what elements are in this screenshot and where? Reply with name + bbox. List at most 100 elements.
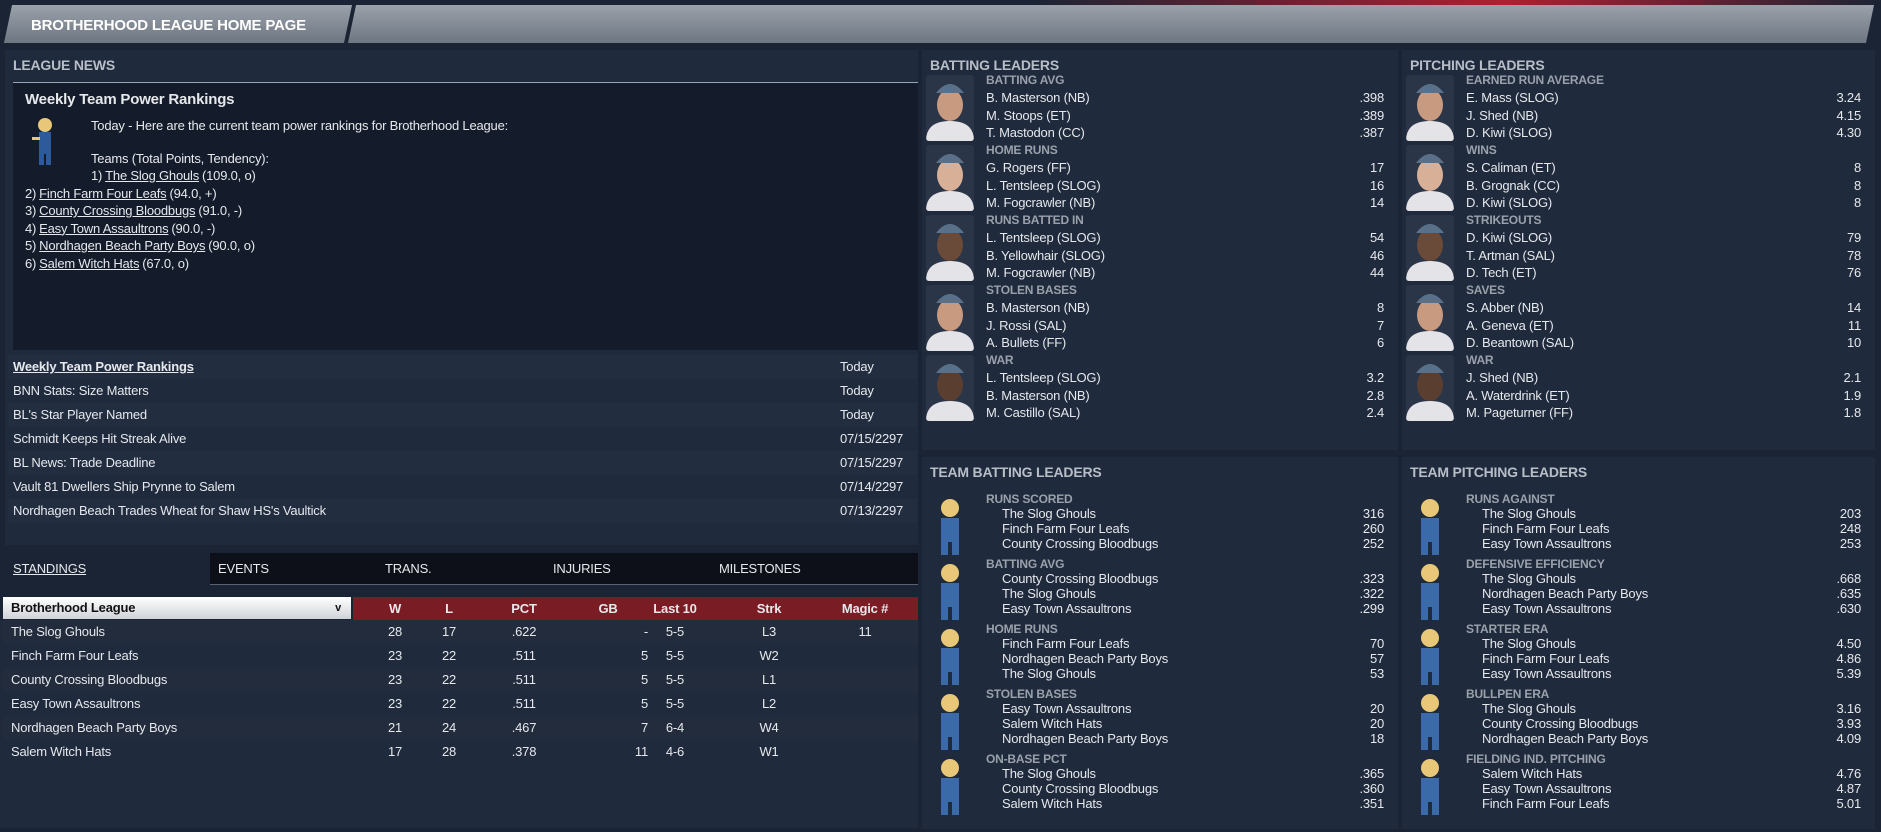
standings-row[interactable]: The Slog Ghouls 28 17 .622 - 5-5 L3 11 [3,620,918,644]
player-link[interactable]: S. Abber (NB) [1466,300,1544,315]
ranking-team-link[interactable]: The Slog Ghouls [105,168,200,183]
team-batting-heading: TEAM BATTING LEADERS [930,464,1102,480]
standings-row[interactable]: Nordhagen Beach Party Boys 21 24 .467 7 6-4 W4 [3,716,918,740]
team-link[interactable]: County Crossing Bloodbugs [1482,716,1639,732]
player-link[interactable]: M. Castillo (SAL) [986,405,1081,420]
player-link[interactable]: M. Fogcrawler (NB) [986,195,1096,210]
team-link[interactable]: The Slog Ghouls [1482,571,1576,586]
player-link[interactable]: E. Mass (SLOG) [1466,90,1559,105]
team-link[interactable]: Nordhagen Beach Party Boys [1482,731,1649,747]
team-link[interactable]: The Slog Ghouls [1482,506,1576,521]
column-header[interactable]: Last 10 [653,601,697,616]
player-link[interactable]: B. Masterson (NB) [986,387,1090,403]
player-link[interactable]: G. Rogers (FF) [986,160,1071,175]
news-item[interactable]: Nordhagen Beach Trades Wheat for Shaw HS… [8,499,918,523]
column-header[interactable]: PCT [511,601,537,616]
team-link[interactable]: The Slog Ghouls [1002,766,1096,781]
ranking-team-link[interactable]: Finch Farm Four Leafs [39,185,167,201]
team-link[interactable]: Easy Town Assaultrons [1482,536,1612,552]
news-item[interactable]: Vault 81 Dwellers Ship Prynne to Salem 07… [8,475,918,499]
team-link[interactable]: Nordhagen Beach Party Boys [1482,586,1649,602]
team-link[interactable]: Easy Town Assaultrons [1482,781,1612,797]
tab-injuries[interactable]: INJURIES [545,553,711,585]
tab-trans[interactable]: TRANS. [377,553,545,585]
team-link[interactable]: Salem Witch Hats [1002,796,1103,812]
team-logo-icon [1406,624,1454,685]
player-link[interactable]: L. Tentsleep (SLOG) [986,177,1101,193]
player-link[interactable]: D. Kiwi (SLOG) [1466,195,1553,210]
team-link[interactable]: Finch Farm Four Leafs [1482,651,1610,667]
player-link[interactable]: L. Tentsleep (SLOG) [986,370,1101,385]
team-link[interactable]: The Slog Ghouls [1002,506,1096,521]
player-link[interactable]: M. Pageturner (FF) [1466,405,1573,420]
team-link[interactable]: County Crossing Bloodbugs [1002,536,1159,552]
news-item[interactable]: Weekly Team Power Rankings Today [8,355,918,379]
standings-row[interactable]: Salem Witch Hats 17 28 .378 11 4-6 W1 [3,740,918,764]
standings-row[interactable]: Finch Farm Four Leafs 23 22 .511 5 5-5 W2 [3,644,918,668]
player-link[interactable]: T. Mastodon (CC) [986,125,1085,140]
team-link[interactable]: Easy Town Assaultrons [1482,666,1612,682]
player-link[interactable]: J. Shed (NB) [1466,370,1539,385]
stat-cell: 22 [441,672,457,687]
player-link[interactable]: D. Kiwi (SLOG) [1466,230,1553,245]
player-link[interactable]: D. Tech (ET) [1466,265,1537,280]
team-link[interactable]: Finch Farm Four Leafs [1002,521,1130,537]
standings-table: The Slog Ghouls 28 17 .622 - 5-5 L3 11 Finch Far… [0,620,918,828]
tab-milestones[interactable]: MILESTONES [711,553,918,585]
standings-row[interactable]: County Crossing Bloodbugs 23 22 .511 5 5-5 L1 [3,668,918,692]
stat-value: 252 [1362,536,1384,552]
player-link[interactable]: A. Waterdrink (ET) [1466,387,1570,403]
ranking-team-link[interactable]: County Crossing Bloodbugs [39,203,196,218]
column-header[interactable]: L [445,601,453,616]
team-link[interactable]: Finch Farm Four Leafs [1482,796,1610,812]
player-link[interactable]: D. Beantown (SAL) [1466,335,1574,350]
standings-row[interactable]: Easy Town Assaultrons 23 22 .511 5 5-5 L2 [3,692,918,716]
league-select[interactable]: Brotherhood League v [3,597,351,619]
player-link[interactable]: T. Artman (SAL) [1466,247,1555,263]
stat-value: 4.30 [1836,125,1861,140]
team-link[interactable]: Finch Farm Four Leafs [1002,636,1130,651]
stat-value: 2.8 [1366,387,1385,403]
player-link[interactable]: B. Yellowhair (SLOG) [986,247,1105,263]
news-item[interactable]: BL's Star Player Named Today [8,403,918,427]
column-header[interactable]: W [388,601,402,616]
tab-standings[interactable]: STANDINGS [13,561,87,576]
team-link[interactable]: Nordhagen Beach Party Boys [1002,651,1169,667]
team-link[interactable]: The Slog Ghouls [1002,586,1096,602]
ranking-team-link[interactable]: Salem Witch Hats [39,255,140,271]
player-link[interactable]: B. Grognak (CC) [1466,177,1560,193]
team-link[interactable]: Easy Town Assaultrons [1482,601,1612,617]
team-link[interactable]: County Crossing Bloodbugs [1002,571,1159,586]
news-item[interactable]: Schmidt Keeps Hit Streak Alive 07/15/2297 [8,427,918,451]
ranking-team-link[interactable]: Easy Town Assaultrons [39,220,169,236]
ranking-team-link[interactable]: Nordhagen Beach Party Boys [39,238,206,253]
player-link[interactable]: B. Masterson (NB) [986,300,1090,315]
player-link[interactable]: M. Fogcrawler (NB) [986,265,1096,280]
player-link[interactable]: J. Rossi (SAL) [986,317,1067,333]
team-link[interactable]: The Slog Ghouls [1002,666,1096,682]
column-header[interactable]: Magic # [841,601,889,616]
player-link[interactable]: J. Shed (NB) [1466,107,1539,123]
team-link[interactable]: Salem Witch Hats [1002,716,1103,732]
column-header[interactable]: Strk [756,601,782,616]
player-link[interactable]: S. Caliman (ET) [1466,160,1556,175]
player-link[interactable]: L. Tentsleep (SLOG) [986,230,1101,245]
news-item[interactable]: BL News: Trade Deadline 07/15/2297 [8,451,918,475]
player-link[interactable]: B. Masterson (NB) [986,90,1090,105]
team-link[interactable]: Salem Witch Hats [1482,766,1583,781]
team-link[interactable]: Nordhagen Beach Party Boys [1002,731,1169,747]
category-label: BATTING AVG [986,73,1065,87]
column-header[interactable]: GB [598,601,618,616]
news-item[interactable]: BNN Stats: Size Matters Today [8,379,918,403]
player-link[interactable]: M. Stoops (ET) [986,107,1071,123]
team-link[interactable]: Easy Town Assaultrons [1002,701,1132,716]
team-link[interactable]: County Crossing Bloodbugs [1002,781,1159,797]
team-link[interactable]: Finch Farm Four Leafs [1482,521,1610,537]
team-link[interactable]: The Slog Ghouls [1482,701,1576,716]
player-link[interactable]: D. Kiwi (SLOG) [1466,125,1553,140]
team-link[interactable]: Easy Town Assaultrons [1002,601,1132,617]
player-link[interactable]: A. Geneva (ET) [1466,317,1554,333]
tab-events[interactable]: EVENTS [210,553,377,585]
player-link[interactable]: A. Bullets (FF) [986,335,1067,350]
team-link[interactable]: The Slog Ghouls [1482,636,1576,651]
